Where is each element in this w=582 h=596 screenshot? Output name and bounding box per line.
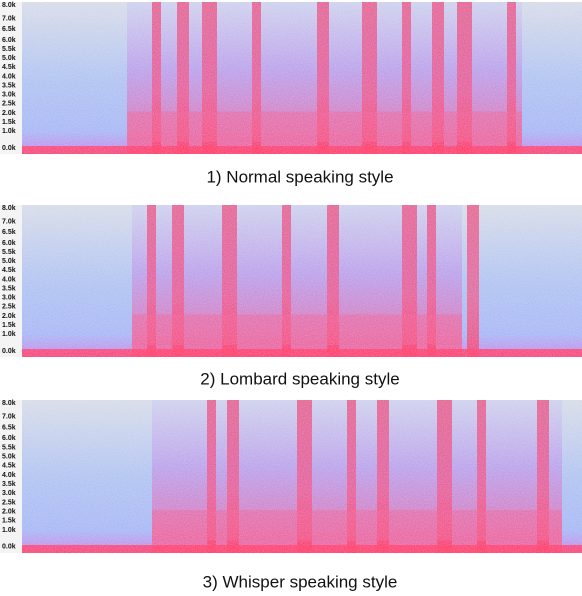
y-tick-label: 6.5k — [2, 229, 16, 236]
y-tick-label: 6.0k — [2, 37, 16, 44]
y-tick-label: 3.5k — [2, 285, 16, 292]
axis-strip — [0, 400, 22, 553]
y-tick-label: 5.0k — [2, 55, 16, 62]
y-tick-label: 1.5k — [2, 119, 16, 126]
y-tick-label: 8.0k — [2, 2, 16, 9]
y-tick-label: 3.0k — [2, 490, 16, 497]
y-tick-label: 3.0k — [2, 92, 16, 99]
y-tick-label: 2.0k — [2, 313, 16, 320]
y-tick-label: 6.5k — [2, 26, 16, 33]
y-tick-label: 5.0k — [2, 258, 16, 265]
y-tick-label: 6.5k — [2, 424, 16, 431]
y-tick-label: 1.5k — [2, 322, 16, 329]
y-tick-label: 4.0k — [2, 472, 16, 479]
y-tick-label: 0.0k — [2, 544, 16, 551]
axis-strip — [0, 2, 22, 154]
y-tick-label: 7.0k — [2, 16, 16, 23]
y-tick-label: 1.0k — [2, 331, 16, 338]
texture — [22, 205, 582, 357]
y-tick-label: 2.0k — [2, 110, 16, 117]
y-tick-label: 6.0k — [2, 435, 16, 442]
y-tick-label: 7.0k — [2, 219, 16, 226]
spectrogram: 8.0k 7.0k 6.5k 6.0k 5.5k 5.0k 4.5k 4.0k 3.5k 3.0k… — [0, 205, 582, 357]
texture — [22, 400, 582, 553]
y-tick-label: 8.0k — [2, 400, 16, 407]
y-tick-label: 3.0k — [2, 295, 16, 302]
y-tick-label: 6.0k — [2, 240, 16, 247]
y-tick-label: 2.5k — [2, 304, 16, 311]
spectrogram: 8.0k 7.0k 6.5k 6.0k 5.5k 5.0k 4.5k 4.0k 3.5k 3.0k… — [0, 400, 582, 553]
y-tick-label: 4.5k — [2, 267, 16, 274]
caption: 3) Whisper speaking style — [203, 572, 398, 591]
caption: 2) Lombard speaking style — [200, 369, 399, 388]
y-tick-label: 8.0k — [2, 205, 16, 212]
axis-strip — [0, 205, 22, 357]
y-tick-label: 2.5k — [2, 499, 16, 506]
y-tick-label: 4.5k — [2, 463, 16, 470]
y-tick-label: 5.5k — [2, 444, 16, 451]
y-tick-label: 1.0k — [2, 527, 16, 534]
y-tick-label: 2.0k — [2, 509, 16, 516]
y-tick-label: 0.0k — [2, 145, 16, 152]
y-tick-label: 4.0k — [2, 73, 16, 80]
y-tick-label: 0.0k — [2, 348, 16, 355]
y-tick-label: 1.0k — [2, 128, 16, 135]
y-tick-label: 7.0k — [2, 414, 16, 421]
y-tick-label: 5.0k — [2, 453, 16, 460]
texture — [22, 2, 582, 154]
y-tick-label: 4.0k — [2, 276, 16, 283]
y-tick-label: 2.5k — [2, 101, 16, 108]
y-tick-label: 5.5k — [2, 249, 16, 256]
spectrogram: 8.0k 7.0k 6.5k 6.0k 5.5k 5.0k 4.5k 4.0k 3.5k 3.0k… — [0, 2, 582, 154]
y-tick-label: 3.5k — [2, 82, 16, 89]
y-tick-label: 1.5k — [2, 518, 16, 525]
y-tick-label: 4.5k — [2, 64, 16, 71]
y-tick-label: 5.5k — [2, 46, 16, 53]
caption: 1) Normal speaking style — [206, 167, 393, 186]
y-tick-label: 3.5k — [2, 481, 16, 488]
